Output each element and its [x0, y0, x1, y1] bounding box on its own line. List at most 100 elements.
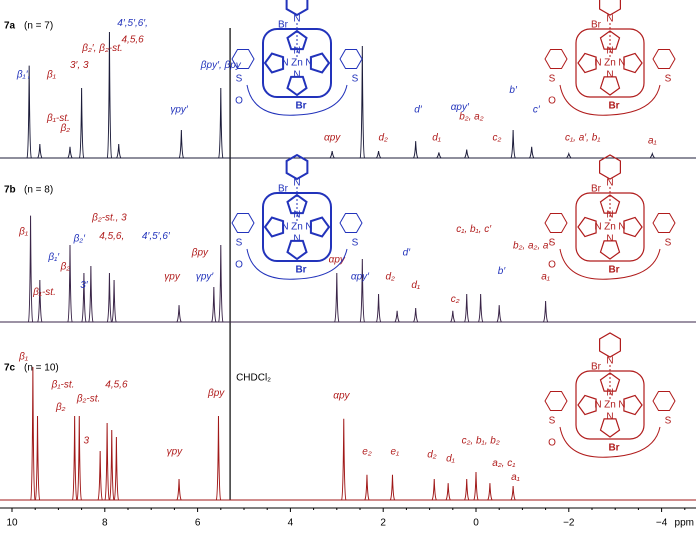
atom-label: N: [618, 58, 625, 69]
peak-annotation: βpy′, βpy: [200, 60, 242, 71]
atom-label: Zn: [291, 222, 303, 233]
peak: [67, 146, 73, 159]
peak-annotation: γpy′: [196, 271, 215, 282]
peak: [496, 305, 502, 323]
peak: [510, 129, 516, 159]
benzene: [544, 390, 568, 412]
x-tick-label: 6: [195, 518, 201, 529]
peak: [413, 307, 419, 323]
atom-label: N: [281, 58, 288, 69]
peak-annotation: β₁: [46, 70, 56, 81]
atom-label: N: [293, 178, 300, 189]
pyridine: [599, 332, 621, 358]
peak: [341, 418, 347, 501]
benzene: [652, 48, 676, 70]
peak: [364, 474, 370, 501]
peak-annotation: β₁: [18, 227, 28, 238]
peak-annotation: c₁, b₁, c′: [456, 224, 492, 235]
atom-label: Br: [591, 20, 602, 31]
peak: [359, 45, 366, 159]
atom-label: S: [665, 416, 672, 427]
x-tick-label: 10: [6, 518, 18, 529]
peak-annotation: c₂: [451, 294, 460, 305]
pyrrole: [623, 52, 643, 74]
peak: [529, 146, 535, 159]
peak: [34, 415, 41, 501]
benzene: [339, 48, 363, 70]
peak-annotation: γpy: [164, 271, 181, 282]
peak: [116, 143, 122, 159]
atom-label: N: [606, 178, 613, 189]
peak: [37, 279, 43, 323]
peak: [464, 478, 470, 501]
atom-label: N: [305, 58, 312, 69]
atom-label: O: [548, 96, 556, 107]
atom-label: O: [235, 260, 243, 271]
peak-annotation: β₁′: [47, 252, 60, 263]
peak: [464, 293, 470, 323]
atom-label: N: [293, 234, 300, 245]
peak-annotation: γpy: [167, 447, 184, 458]
atom-label: S: [549, 416, 556, 427]
peak-annotation: βpy: [191, 248, 209, 259]
structure: NNNNZnBrBrNSSO: [231, 153, 363, 280]
atom-label: S: [549, 74, 556, 85]
pyrrole: [599, 418, 621, 438]
peak-annotation: 3′: [80, 280, 89, 291]
peak-annotation: β₂′, β₂-st.: [81, 43, 122, 54]
pyrrole: [286, 75, 308, 97]
peak-annotation: αpy: [333, 391, 350, 402]
peak-annotation: β₂: [55, 402, 66, 413]
peak-annotation: c₁, a′, b₁: [565, 133, 600, 144]
peak: [436, 152, 442, 159]
linker-chain: [559, 84, 661, 116]
peak-annotation: 4′,5′,6′: [142, 231, 171, 242]
atom-label: Br: [295, 101, 306, 112]
pyridine: [599, 154, 621, 180]
atom-label: Zn: [604, 400, 616, 411]
atom-label: O: [548, 260, 556, 271]
peak-annotation: d′: [403, 248, 412, 259]
peak: [375, 150, 382, 159]
x-axis-label: ppm: [675, 518, 694, 529]
peak: [445, 483, 451, 501]
x-tick-label: 2: [380, 518, 386, 529]
peak: [464, 149, 470, 159]
peak: [106, 272, 113, 323]
peak-annotation: b′: [498, 266, 507, 277]
peak-annotation: β₁′,: [16, 70, 31, 81]
peak-annotation: β₂: [60, 262, 71, 273]
x-tick-label: 0: [473, 518, 479, 529]
atom-label: Zn: [604, 222, 616, 233]
peak-annotation: β₂-st.: [76, 393, 100, 404]
atom-label: N: [281, 222, 288, 233]
structure: NNNNZnBrBrNSSO: [544, 332, 676, 458]
atom-label: N: [606, 14, 613, 25]
peak: [389, 474, 396, 501]
benzene: [231, 48, 255, 70]
peak-annotation: c₂, b₁, b₂: [462, 435, 500, 446]
peak: [78, 87, 85, 159]
atom-label: S: [236, 74, 243, 85]
peak: [413, 141, 419, 159]
peak-annotation: αpy: [324, 133, 341, 144]
peak: [218, 244, 224, 323]
panel-sublabel: (n = 7): [24, 21, 53, 32]
atom-label: N: [606, 70, 613, 81]
peak-annotation: 4,5,6: [105, 379, 128, 390]
x-tick-label: −2: [563, 518, 575, 529]
peak-annotation: γpy′: [170, 105, 189, 116]
peak-annotation: 3′, 3: [70, 60, 89, 71]
atom-label: N: [594, 222, 601, 233]
peak: [394, 310, 400, 323]
pyrrole: [623, 216, 643, 238]
pyrrole: [623, 394, 643, 416]
peak-annotation: e₁: [390, 447, 399, 458]
pyrrole: [286, 29, 308, 51]
peak-annotation: d₁: [411, 280, 420, 291]
atom-label: Zn: [604, 58, 616, 69]
peak-annotation: β₁: [18, 351, 28, 362]
peak-annotation: β₁-st.: [32, 287, 56, 298]
peak-annotation: αpy′: [351, 271, 370, 282]
atom-label: N: [618, 400, 625, 411]
